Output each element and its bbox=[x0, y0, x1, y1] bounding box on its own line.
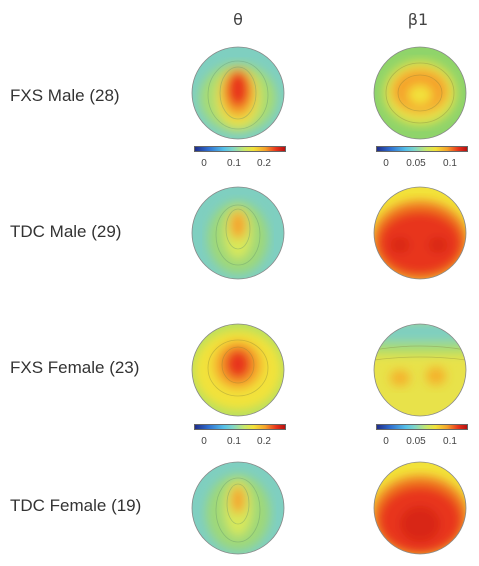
colorbar-tick: 0.2 bbox=[257, 158, 271, 169]
colorbar-beta1-male: 0 0.05 0.1 bbox=[376, 146, 468, 174]
colorbar-tick: 0 bbox=[383, 158, 389, 169]
topomap-tdc-female-theta bbox=[188, 458, 288, 558]
colorbar-beta1-female: 0 0.05 0.1 bbox=[376, 424, 468, 452]
topomap-tdc-female-beta1 bbox=[370, 458, 470, 558]
colorbar-theta-male: 0 0.1 0.2 bbox=[194, 146, 286, 174]
column-header-theta: θ bbox=[233, 10, 243, 29]
row-label-tdc-male: TDC Male (29) bbox=[10, 222, 122, 241]
row-label-fxs-female: FXS Female (23) bbox=[10, 358, 140, 377]
row-label-tdc-female: TDC Female (19) bbox=[10, 496, 142, 515]
colorbar-tick: 0.1 bbox=[227, 436, 241, 447]
topomap-fxs-female-beta1 bbox=[370, 320, 470, 420]
colorbar-tick: 0 bbox=[383, 436, 389, 447]
colorbar-tick: 0.1 bbox=[443, 158, 457, 169]
colorbar-gradient bbox=[194, 424, 286, 430]
colorbar-gradient bbox=[376, 424, 468, 430]
colorbar-tick: 0 bbox=[201, 436, 207, 447]
topomap-fxs-male-theta bbox=[188, 43, 288, 143]
topomap-tdc-male-theta bbox=[188, 183, 288, 283]
colorbar-tick: 0.2 bbox=[257, 436, 271, 447]
colorbar-tick: 0.1 bbox=[227, 158, 241, 169]
topomap-fxs-female-theta bbox=[188, 320, 288, 420]
colorbar-tick: 0.05 bbox=[406, 436, 426, 447]
topomap-fxs-male-beta1 bbox=[370, 43, 470, 143]
colorbar-tick: 0.05 bbox=[406, 158, 426, 169]
row-label-fxs-male: FXS Male (28) bbox=[10, 86, 120, 105]
colorbar-gradient bbox=[376, 146, 468, 152]
topomap-tdc-male-beta1 bbox=[370, 183, 470, 283]
colorbar-tick: 0.1 bbox=[443, 436, 457, 447]
column-header-beta1: β1 bbox=[407, 10, 429, 29]
colorbar-gradient bbox=[194, 146, 286, 152]
colorbar-tick: 0 bbox=[201, 158, 207, 169]
colorbar-theta-female: 0 0.1 0.2 bbox=[194, 424, 286, 452]
